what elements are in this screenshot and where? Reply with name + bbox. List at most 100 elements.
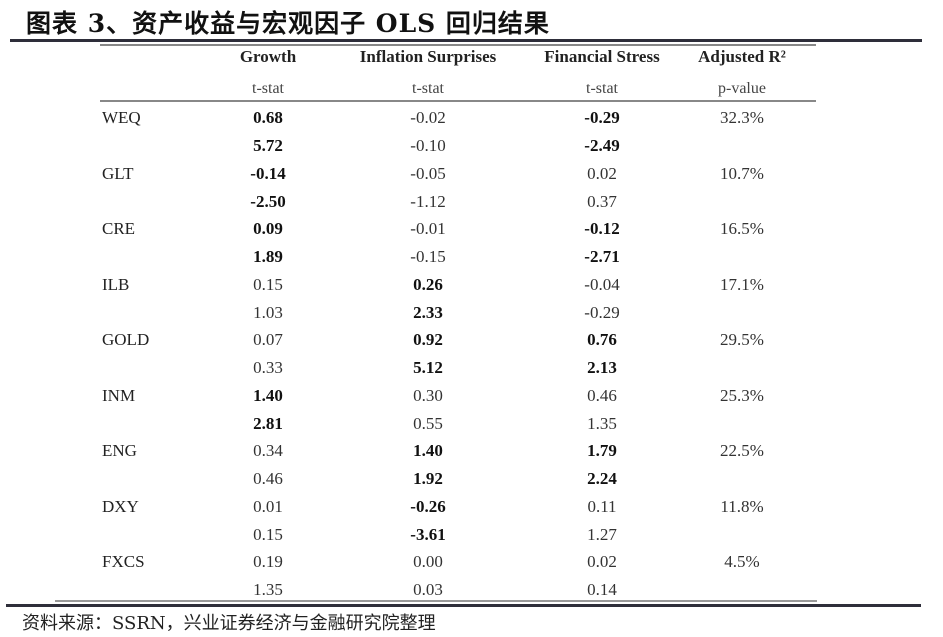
inflation-tstat: -0.10 (410, 136, 446, 155)
growth-coef: 0.19 (253, 552, 283, 571)
growth-coef: 0.09 (253, 219, 283, 238)
source-note: 资料来源：SSRN，兴业证券经济与金融研究院整理 (22, 613, 436, 634)
financial-stress-tstat: 0.37 (587, 192, 617, 211)
table-bottom-rule (55, 600, 817, 602)
adjusted-r2: 11.8% (720, 497, 764, 516)
financial-stress-tstat: 0.14 (587, 580, 617, 599)
table-row-tstat: 1.89 -0.15 -2.71 (0, 247, 943, 275)
financial-stress-coef: 0.46 (587, 386, 617, 405)
table-row-tstat: 0.15 -3.61 1.27 (0, 525, 943, 553)
table-row-coef: ILB 0.15 0.26 -0.04 17.1% (0, 275, 943, 303)
asset-label: ILB (102, 275, 130, 294)
table-row-tstat: 2.81 0.55 1.35 (0, 414, 943, 442)
table-row-coef: FXCS 0.19 0.00 0.02 4.5% (0, 552, 943, 580)
asset-label: GOLD (102, 330, 150, 349)
table-row-coef: INM 1.40 0.30 0.46 25.3% (0, 386, 943, 414)
inflation-coef: 0.26 (413, 275, 443, 294)
asset-label: FXCS (102, 552, 145, 571)
inflation-tstat: 0.55 (413, 414, 443, 433)
financial-stress-tstat: 1.35 (587, 414, 617, 433)
growth-coef: 0.01 (253, 497, 283, 516)
table-top-rule (100, 44, 816, 46)
column-header-inflation-surprises: Inflation Surprises (359, 47, 497, 66)
inflation-coef: -0.26 (410, 497, 446, 516)
growth-coef: 0.34 (253, 441, 283, 460)
growth-tstat: 1.03 (253, 303, 283, 322)
financial-stress-tstat: -2.71 (584, 247, 620, 266)
inflation-tstat: 2.33 (413, 303, 443, 322)
column-header-financial-stress: Financial Stress (544, 47, 660, 66)
title-divider (10, 39, 922, 42)
growth-tstat: 0.15 (253, 525, 283, 544)
growth-coef: 1.40 (253, 386, 283, 405)
financial-stress-tstat: 2.24 (587, 469, 617, 488)
asset-label: CRE (102, 219, 136, 238)
inflation-coef: -0.05 (410, 164, 446, 183)
adjusted-r2: 22.5% (720, 441, 764, 460)
asset-label: WEQ (102, 108, 141, 127)
table-row-tstat: -2.50 -1.12 0.37 (0, 192, 943, 220)
growth-tstat: 0.33 (253, 358, 283, 377)
inflation-tstat: 5.12 (413, 358, 443, 377)
table-row-tstat: 1.03 2.33 -0.29 (0, 303, 943, 331)
inflation-tstat: 1.92 (413, 469, 443, 488)
growth-tstat: 1.35 (253, 580, 283, 599)
financial-stress-coef: -0.12 (584, 219, 620, 238)
adjusted-r2: 17.1% (720, 275, 764, 294)
growth-tstat: -2.50 (250, 192, 286, 211)
column-header-adjusted-r2: Adjusted R² (698, 47, 786, 66)
inflation-coef: 0.30 (413, 386, 443, 405)
inflation-coef: 1.40 (413, 441, 443, 460)
footer-divider (6, 604, 921, 607)
table-row-coef: GLT -0.14 -0.05 0.02 10.7% (0, 164, 943, 192)
financial-stress-coef: 0.11 (587, 497, 617, 516)
header-rule (100, 100, 816, 102)
inflation-coef: 0.00 (413, 552, 443, 571)
growth-tstat: 5.72 (253, 136, 283, 155)
growth-tstat: 2.81 (253, 414, 283, 433)
financial-stress-tstat: -2.49 (584, 136, 620, 155)
table-row-tstat: 0.33 5.12 2.13 (0, 358, 943, 386)
adjusted-r2: 4.5% (724, 552, 760, 571)
financial-stress-tstat: -0.29 (584, 303, 620, 322)
adjusted-r2: 16.5% (720, 219, 764, 238)
subheader-r2: p-value (718, 80, 766, 97)
inflation-tstat: -3.61 (410, 525, 446, 544)
inflation-coef: -0.01 (410, 219, 446, 238)
adjusted-r2: 29.5% (720, 330, 764, 349)
asset-label: GLT (102, 164, 134, 183)
inflation-tstat: -0.15 (410, 247, 446, 266)
inflation-coef: 0.92 (413, 330, 443, 349)
financial-stress-coef: 1.79 (587, 441, 617, 460)
inflation-coef: -0.02 (410, 108, 446, 127)
adjusted-r2: 32.3% (720, 108, 764, 127)
growth-tstat: 1.89 (253, 247, 283, 266)
subheader-growth: t-stat (252, 80, 284, 97)
growth-coef: 0.68 (253, 108, 283, 127)
table-row-coef: GOLD 0.07 0.92 0.76 29.5% (0, 330, 943, 358)
inflation-tstat: 0.03 (413, 580, 443, 599)
asset-label: DXY (102, 497, 139, 516)
growth-coef: -0.14 (250, 164, 286, 183)
adjusted-r2: 10.7% (720, 164, 764, 183)
financial-stress-coef: 0.76 (587, 330, 617, 349)
growth-tstat: 0.46 (253, 469, 283, 488)
figure-title: 图表 3、资产收益与宏观因子 OLS 回归结果 (26, 9, 550, 38)
financial-stress-tstat: 1.27 (587, 525, 617, 544)
subheader-financial-stress: t-stat (586, 80, 618, 97)
table-row-coef: DXY 0.01 -0.26 0.11 11.8% (0, 497, 943, 525)
column-header-growth: Growth (239, 47, 297, 66)
subheader-inflation: t-stat (412, 80, 444, 97)
growth-coef: 0.07 (253, 330, 283, 349)
financial-stress-coef: 0.02 (587, 552, 617, 571)
financial-stress-tstat: 2.13 (587, 358, 617, 377)
adjusted-r2: 25.3% (720, 386, 764, 405)
table-row-coef: ENG 0.34 1.40 1.79 22.5% (0, 441, 943, 469)
table-row-tstat: 5.72 -0.10 -2.49 (0, 136, 943, 164)
asset-label: INM (102, 386, 136, 405)
table-row-tstat: 0.46 1.92 2.24 (0, 469, 943, 497)
growth-coef: 0.15 (253, 275, 283, 294)
financial-stress-coef: -0.29 (584, 108, 620, 127)
asset-label: ENG (102, 441, 137, 460)
financial-stress-coef: 0.02 (587, 164, 617, 183)
